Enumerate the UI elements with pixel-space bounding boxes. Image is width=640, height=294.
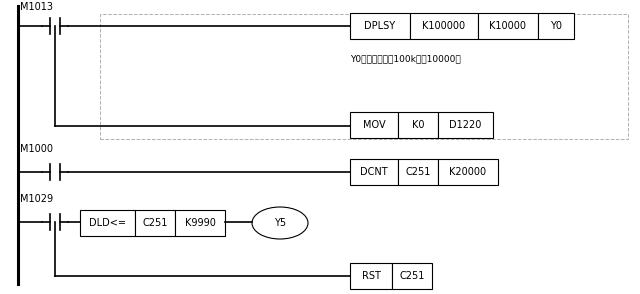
Ellipse shape <box>252 207 308 239</box>
Text: M1013: M1013 <box>20 2 53 12</box>
Bar <box>350 159 398 185</box>
Text: Y0: Y0 <box>550 21 562 31</box>
Text: M1029: M1029 <box>20 194 53 204</box>
Bar <box>538 13 574 39</box>
Bar <box>398 112 438 138</box>
Text: K100000: K100000 <box>422 21 465 31</box>
Text: Y0每秒输出频率100k脉冲10000个: Y0每秒输出频率100k脉冲10000个 <box>350 54 461 63</box>
Bar <box>350 13 410 39</box>
Text: K10000: K10000 <box>490 21 527 31</box>
Bar <box>398 159 438 185</box>
Text: C251: C251 <box>142 218 168 228</box>
Text: DLD<=: DLD<= <box>89 218 126 228</box>
Text: K0: K0 <box>412 120 424 130</box>
Bar <box>350 112 398 138</box>
Bar <box>80 210 135 236</box>
Text: K20000: K20000 <box>449 167 486 177</box>
Bar <box>392 263 432 289</box>
Text: C251: C251 <box>405 167 431 177</box>
Text: DCNT: DCNT <box>360 167 388 177</box>
Text: C251: C251 <box>399 271 425 281</box>
Bar <box>410 13 478 39</box>
Bar <box>438 112 493 138</box>
Text: Y5: Y5 <box>274 218 286 228</box>
Text: MOV: MOV <box>363 120 385 130</box>
Bar <box>478 13 538 39</box>
Text: D1220: D1220 <box>449 120 482 130</box>
Text: M1000: M1000 <box>20 144 53 154</box>
Bar <box>100 14 628 139</box>
Text: DPLSY: DPLSY <box>364 21 396 31</box>
Bar <box>438 159 498 185</box>
Text: RST: RST <box>362 271 380 281</box>
Bar <box>135 210 175 236</box>
Bar <box>350 263 392 289</box>
Text: K9990: K9990 <box>184 218 216 228</box>
Bar <box>175 210 225 236</box>
